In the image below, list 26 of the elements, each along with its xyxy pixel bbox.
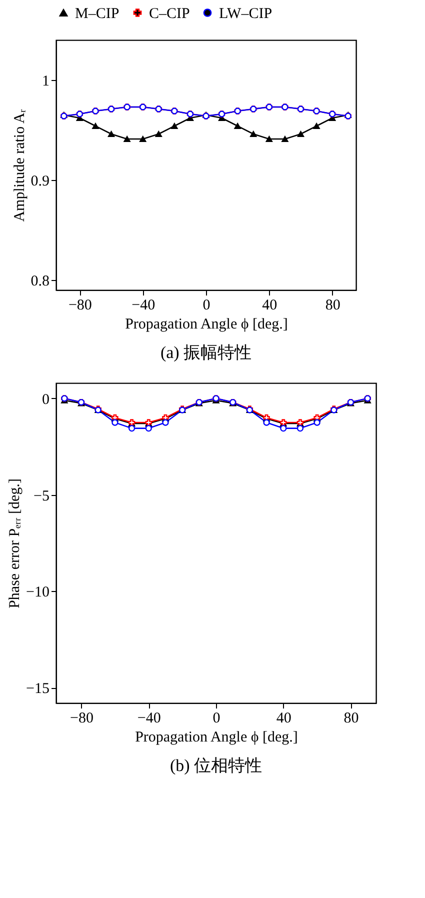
x-tick-label: 40 (276, 710, 292, 726)
y-tick-label: −10 (26, 584, 50, 601)
legend-label: LW–CIP (219, 6, 272, 22)
text: (b) 位相特性 (170, 756, 262, 775)
x-tick-label: 80 (344, 710, 359, 726)
x-tick-label: −80 (70, 710, 94, 726)
y-axis-title: Phase error Pₑᵣᵣ [deg.] (7, 478, 24, 608)
y-axis-title: Amplitude ratio Aᵣ (12, 108, 28, 222)
x-tick-label: −80 (68, 298, 92, 314)
x-axis-title: Propagation Angle ϕ [deg.] (135, 730, 298, 746)
y-tick-label: −15 (26, 681, 50, 698)
x-tick-label: 40 (262, 298, 278, 314)
y-tick-label: 1 (42, 74, 50, 90)
text: (a) 振幅特性 (160, 343, 252, 362)
y-tick-label: 0.8 (30, 274, 50, 290)
y-tick-label: 0.9 (30, 174, 50, 190)
x-tick-label: 80 (325, 298, 340, 314)
x-tick-label: 0 (212, 710, 220, 726)
x-tick-label: 0 (202, 298, 210, 314)
legend-label: M–CIP (75, 6, 120, 22)
y-tick-label: 0 (42, 392, 50, 408)
legend-label: C–CIP (149, 6, 190, 22)
x-axis-title: Propagation Angle ϕ [deg.] (125, 316, 288, 332)
y-tick-label: −5 (34, 488, 50, 504)
x-tick-label: −40 (132, 298, 156, 314)
x-tick-label: −40 (137, 710, 161, 726)
